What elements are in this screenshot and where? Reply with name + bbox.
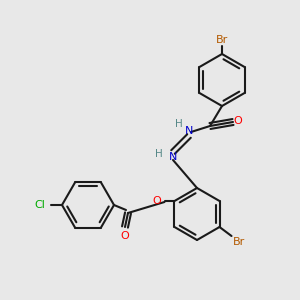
Text: N: N [169,152,177,162]
Text: O: O [153,196,161,206]
Text: O: O [234,116,242,126]
Text: Br: Br [216,35,228,45]
Text: H: H [175,119,183,129]
Text: Cl: Cl [34,200,45,210]
Text: O: O [121,231,129,241]
Text: N: N [185,126,193,136]
Text: H: H [155,149,163,159]
Text: Br: Br [232,237,244,247]
